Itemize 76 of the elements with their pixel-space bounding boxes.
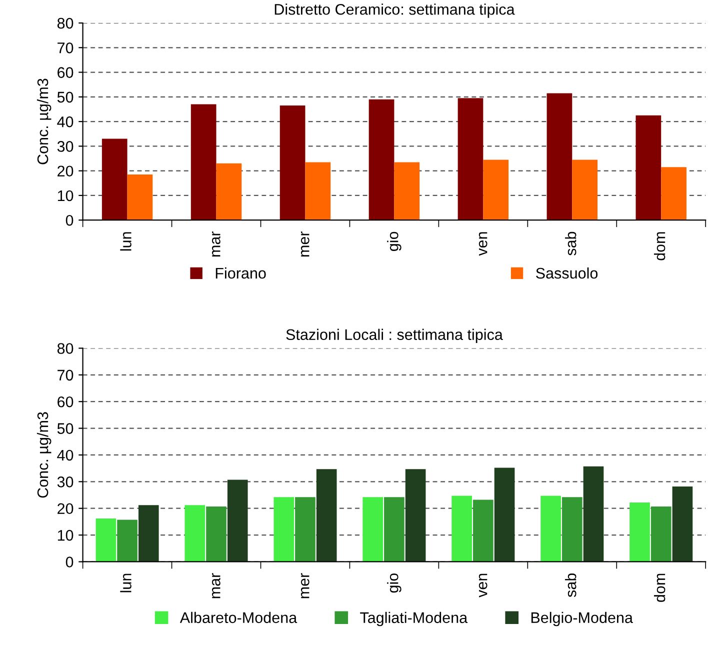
y-tick-label: 60 bbox=[58, 396, 74, 408]
y-tick-label: 80 bbox=[57, 343, 74, 354]
x-tick-label: mar bbox=[212, 231, 220, 256]
bar bbox=[117, 520, 138, 562]
bar bbox=[280, 106, 306, 220]
bar bbox=[572, 160, 598, 220]
x-tick-label: gio bbox=[387, 232, 402, 251]
bar bbox=[394, 162, 420, 220]
y-axis-title: Conc. µg/m3 bbox=[36, 412, 52, 498]
bar bbox=[473, 500, 494, 562]
y-tick-label: 60 bbox=[58, 67, 74, 78]
x-tick-label: dom bbox=[654, 574, 666, 602]
bar bbox=[494, 468, 515, 562]
y-tick-label: 40 bbox=[57, 116, 74, 128]
bar bbox=[362, 497, 384, 562]
bar bbox=[316, 469, 337, 562]
chart-title: Stazioni Locali : settimana tipica bbox=[286, 328, 503, 344]
y-tick-label: 50 bbox=[57, 92, 74, 103]
bar bbox=[562, 497, 582, 562]
x-tick-label: mer bbox=[300, 573, 310, 598]
y-tick-label: 40 bbox=[57, 450, 74, 461]
legend-label: Belgio-Modena bbox=[531, 612, 633, 626]
bar bbox=[305, 162, 331, 220]
bar bbox=[546, 93, 572, 220]
bar bbox=[96, 518, 116, 562]
legend-label: Fiorano bbox=[216, 267, 266, 279]
y-tick-label: 0 bbox=[66, 214, 74, 226]
bar bbox=[274, 497, 294, 562]
x-tick-label: gio bbox=[387, 573, 402, 593]
bar bbox=[672, 486, 693, 562]
y-tick-label: 10 bbox=[58, 190, 74, 202]
y-tick-label: 80 bbox=[57, 18, 74, 29]
legend-label: Sassuolo bbox=[536, 267, 598, 279]
y-tick-label: 0 bbox=[66, 556, 74, 568]
bar bbox=[405, 469, 426, 562]
chart-title: Distretto Ceramico: settimana tipica bbox=[274, 4, 515, 18]
x-tick-label: lun bbox=[120, 574, 132, 592]
x-tick-label: dom bbox=[654, 232, 666, 260]
bar bbox=[452, 496, 472, 562]
y-tick-label: 50 bbox=[57, 423, 74, 434]
bar bbox=[227, 480, 248, 562]
bar bbox=[295, 497, 316, 562]
y-tick-label: 30 bbox=[57, 141, 74, 152]
x-tick-label: mer bbox=[300, 231, 310, 256]
bar bbox=[458, 98, 484, 220]
y-tick-label: 20 bbox=[58, 166, 74, 177]
y-tick-label: 10 bbox=[58, 530, 74, 541]
bar bbox=[368, 99, 394, 220]
legend-label: Tagliati-Modena bbox=[360, 612, 468, 626]
bar bbox=[216, 163, 242, 220]
bar bbox=[138, 505, 159, 562]
y-tick-label: 20 bbox=[58, 503, 74, 514]
bar bbox=[661, 167, 686, 220]
y-tick-label: 70 bbox=[58, 370, 74, 381]
bar bbox=[384, 497, 404, 562]
x-tick-label: ven bbox=[478, 232, 488, 256]
x-tick-label: mar bbox=[212, 573, 220, 598]
y-axis-title: Conc. µg/m3 bbox=[36, 78, 52, 164]
bar bbox=[540, 496, 561, 562]
y-tick-label: 30 bbox=[57, 476, 74, 488]
x-tick-label: ven bbox=[478, 574, 488, 598]
bar bbox=[630, 502, 650, 562]
bar bbox=[583, 466, 604, 562]
bar bbox=[190, 104, 216, 220]
bar bbox=[636, 115, 662, 220]
bar bbox=[483, 160, 509, 220]
x-tick-label: sab bbox=[565, 573, 576, 598]
bar bbox=[650, 506, 672, 562]
legend-label: Albareto-Modena bbox=[180, 612, 298, 624]
x-tick-label: sab bbox=[565, 232, 576, 256]
bar bbox=[102, 138, 128, 220]
y-tick-label: 70 bbox=[58, 42, 74, 54]
x-tick-label: lun bbox=[120, 232, 132, 251]
bar bbox=[127, 174, 153, 220]
bar bbox=[184, 505, 206, 562]
bar bbox=[206, 506, 226, 562]
